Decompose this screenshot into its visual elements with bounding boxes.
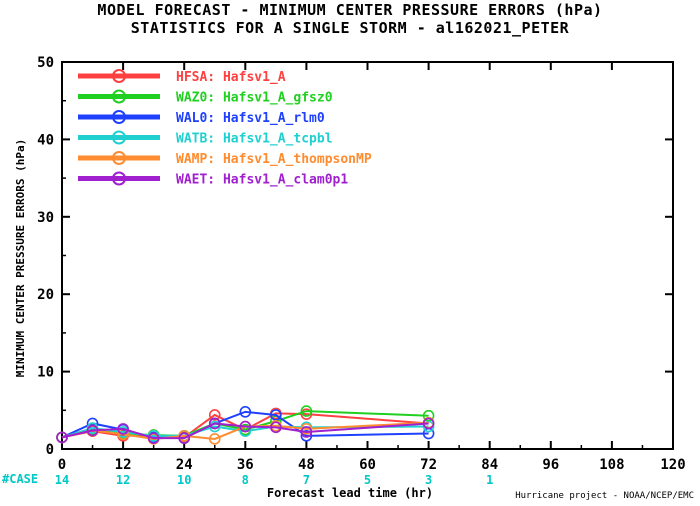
data-point bbox=[117, 423, 129, 435]
data-point bbox=[178, 432, 190, 444]
series-line bbox=[61, 412, 429, 439]
case-count: 10 bbox=[177, 473, 191, 487]
series-line bbox=[61, 410, 429, 439]
x-tick-label: 108 bbox=[599, 457, 624, 473]
data-point bbox=[239, 420, 252, 433]
case-count-label: #CASE bbox=[2, 472, 39, 486]
legend-marker bbox=[112, 151, 126, 165]
series-5 bbox=[56, 417, 435, 444]
plot-frame bbox=[61, 61, 674, 450]
data-point bbox=[270, 421, 282, 434]
x-tick-label: 48 bbox=[298, 457, 315, 473]
y-tick-label: 50 bbox=[37, 55, 54, 71]
case-count: 14 bbox=[55, 473, 69, 487]
y-tick-label: 40 bbox=[37, 132, 54, 148]
legend-label: WAMP: Hafsv1_A_thompsonMP bbox=[176, 152, 372, 167]
data-point bbox=[239, 406, 252, 418]
data-point bbox=[300, 426, 313, 438]
x-tick-label: 24 bbox=[176, 457, 193, 473]
legend-marker bbox=[112, 89, 126, 104]
x-tick-label: 72 bbox=[420, 457, 437, 473]
x-tick-label: 60 bbox=[359, 457, 376, 473]
data-point bbox=[208, 409, 221, 421]
case-count: 3 bbox=[425, 473, 432, 487]
y-tick-label: 30 bbox=[37, 210, 54, 226]
data-point bbox=[422, 420, 435, 433]
legend-label: WAET: Hafsv1_A_clam0p1 bbox=[176, 173, 348, 188]
y-tick-label: 10 bbox=[37, 365, 54, 381]
x-tick-label: 96 bbox=[542, 457, 559, 473]
y-tick-label: 0 bbox=[46, 442, 54, 458]
x-tick-label: 120 bbox=[660, 457, 685, 473]
series-line bbox=[61, 421, 429, 440]
data-point bbox=[86, 424, 99, 437]
legend-label: WATB: Hafsv1_A_tcpbl bbox=[176, 132, 333, 147]
data-point bbox=[208, 417, 221, 430]
series-line bbox=[61, 422, 429, 440]
case-count: 7 bbox=[303, 473, 310, 487]
data-point bbox=[270, 409, 282, 421]
data-point bbox=[300, 423, 313, 435]
data-point bbox=[300, 408, 313, 420]
data-point bbox=[208, 433, 221, 445]
chart-subtitle: STATISTICS FOR A SINGLE STORM - al162021… bbox=[130, 19, 570, 37]
case-count: 1 bbox=[486, 473, 493, 487]
data-point bbox=[422, 409, 435, 422]
chart-title: MODEL FORECAST - MINIMUM CENTER PRESSURE… bbox=[97, 1, 603, 19]
data-point bbox=[56, 431, 68, 444]
data-point bbox=[300, 405, 313, 417]
legend-marker bbox=[112, 69, 126, 83]
x-axis-label: Forecast lead time (hr) bbox=[266, 486, 434, 500]
case-count: 8 bbox=[242, 473, 249, 487]
footer-credit: Hurricane project - NOAA/NCEP/EMC bbox=[515, 491, 694, 501]
legend-marker bbox=[112, 130, 126, 145]
legend-label: WAL0: Hafsv1_A_rlm0 bbox=[176, 111, 325, 126]
data-point bbox=[300, 430, 313, 442]
legend-label: WAZ0: Hafsv1_A_gfsz0 bbox=[176, 91, 333, 106]
data-point bbox=[422, 417, 435, 430]
case-count: 5 bbox=[364, 473, 371, 487]
case-count: 12 bbox=[116, 473, 130, 487]
legend-marker bbox=[112, 171, 126, 186]
x-tick-label: 36 bbox=[237, 457, 254, 473]
legend-label: HFSA: Hafsv1_A bbox=[176, 70, 286, 85]
x-tick-label: 12 bbox=[115, 457, 132, 473]
data-point bbox=[147, 432, 160, 444]
legend-marker bbox=[112, 110, 126, 124]
y-tick-label: 20 bbox=[37, 287, 54, 303]
x-tick-label: 0 bbox=[58, 457, 66, 473]
x-tick-label: 84 bbox=[481, 457, 498, 473]
